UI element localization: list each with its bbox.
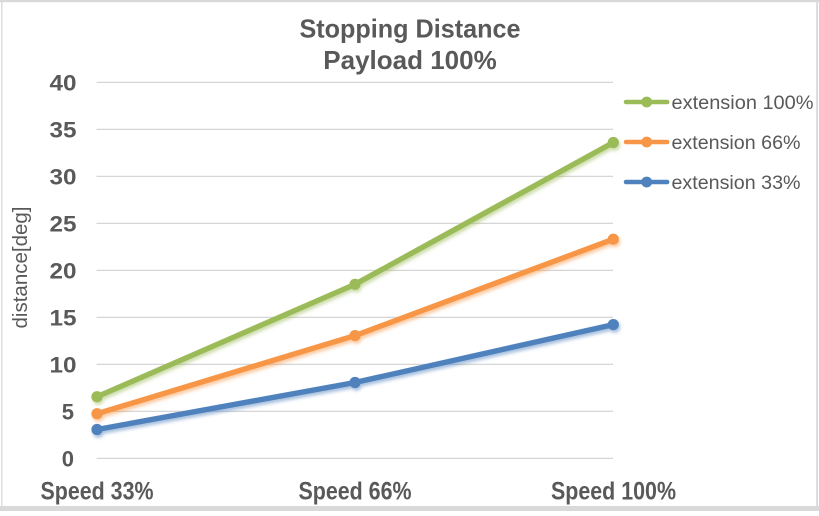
- svg-text:distance[deg]: distance[deg]: [9, 207, 32, 329]
- svg-text:15: 15: [50, 305, 77, 330]
- svg-text:0: 0: [62, 446, 74, 471]
- svg-text:extension 100%: extension 100%: [672, 93, 814, 114]
- svg-text:40: 40: [50, 70, 77, 95]
- svg-text:20: 20: [50, 258, 77, 283]
- svg-text:extension 66%: extension 66%: [672, 133, 801, 154]
- svg-text:Speed 100%: Speed 100%: [551, 478, 676, 506]
- svg-text:Stopping Distance: Stopping Distance: [300, 14, 521, 44]
- svg-text:30: 30: [50, 164, 77, 189]
- svg-text:10: 10: [50, 352, 77, 377]
- svg-text:25: 25: [50, 211, 77, 236]
- svg-text:35: 35: [50, 117, 77, 142]
- svg-text:5: 5: [62, 399, 74, 424]
- svg-text:Payload 100%: Payload 100%: [323, 45, 496, 75]
- svg-text:Speed 33%: Speed 33%: [41, 478, 154, 506]
- svg-text:Speed 66%: Speed 66%: [299, 478, 412, 506]
- svg-text:extension 33%: extension 33%: [672, 173, 801, 194]
